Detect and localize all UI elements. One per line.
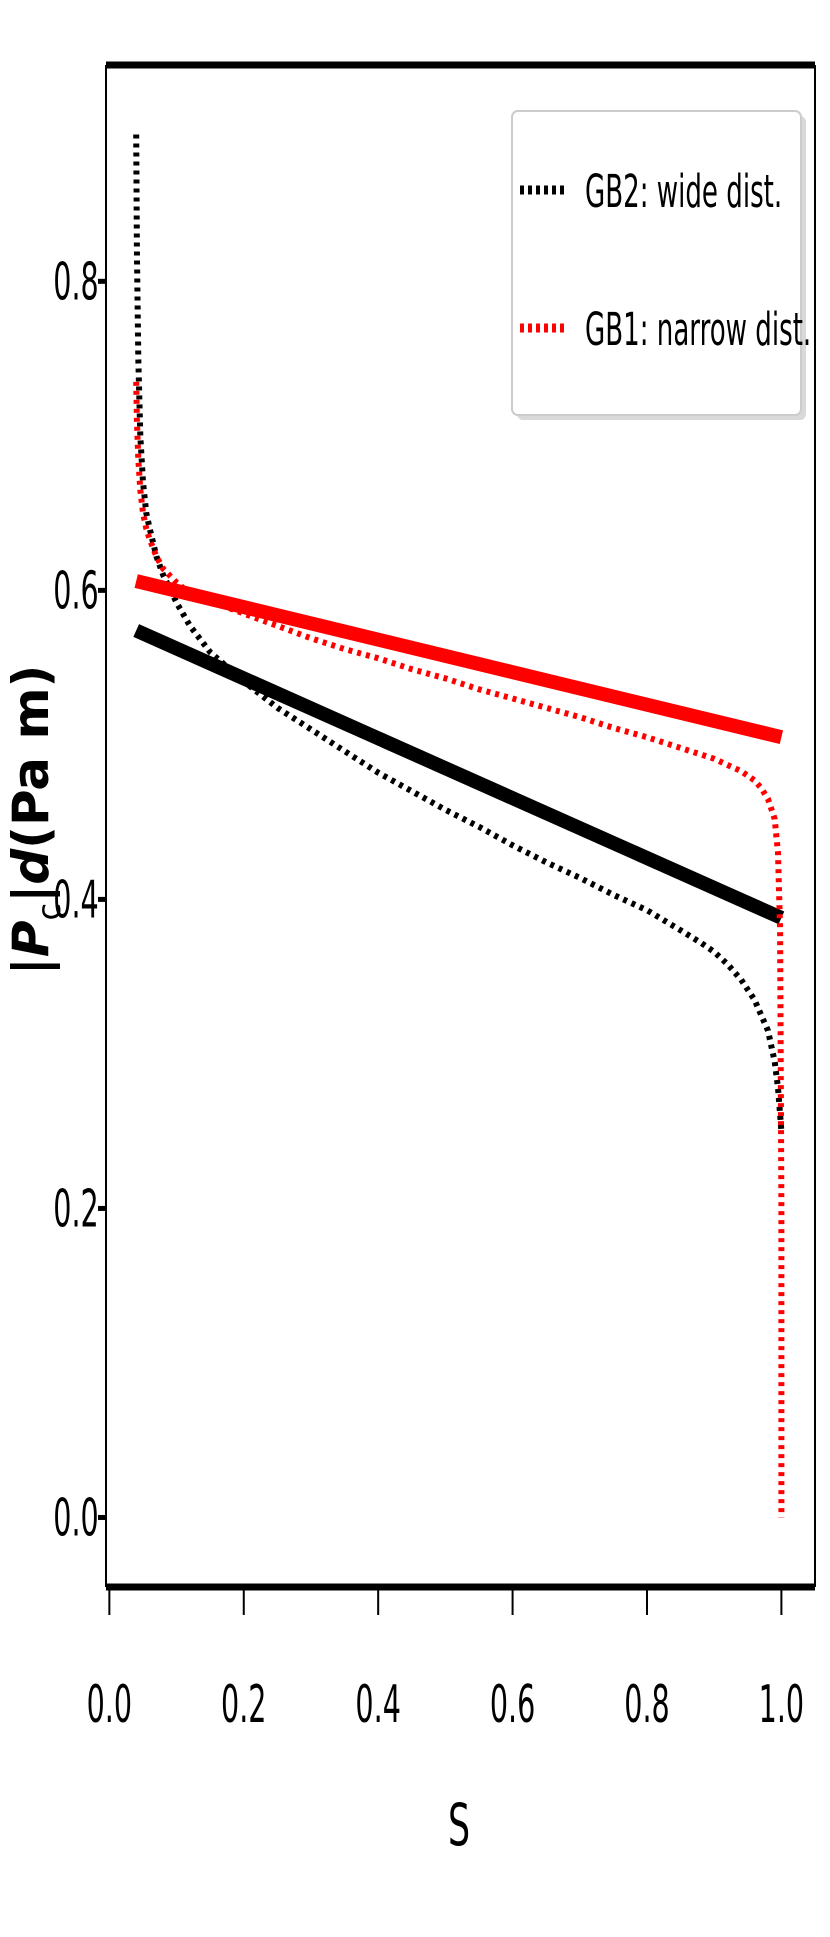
series-line-gb2-fit: [133, 624, 785, 925]
x-axis-label: S: [448, 1793, 470, 1860]
series-layer: [133, 134, 785, 1518]
legend-box: [511, 110, 802, 416]
x-tick-label: 0.6: [490, 1674, 535, 1735]
y-tick-label: 0.2: [53, 1178, 98, 1239]
legend: GB2: wide dist. GB1: narrow dist.: [511, 110, 811, 420]
y-label-subscript: c: [30, 903, 68, 921]
y-tick-label: 0.0: [53, 1487, 98, 1548]
x-tick-label: 1.0: [759, 1674, 804, 1735]
y-axis-ticks: 0.0 0.2 0.4 0.6 0.8: [53, 251, 106, 1548]
legend-label-gb1: GB1: narrow dist.: [585, 303, 811, 356]
y-tick-label: 0.4: [53, 869, 98, 930]
y-label-bar-right: |: [2, 885, 60, 903]
y-label-units: (Pa m): [2, 665, 60, 849]
svg-text:|Pc|d(Pa m): |Pc|d(Pa m): [2, 665, 68, 976]
y-axis-label: |Pc|d(Pa m): [2, 665, 68, 976]
x-tick-label: 0.0: [87, 1674, 132, 1735]
y-label-d: d: [2, 848, 60, 885]
series-line-gb1-narrow-dist: [133, 381, 785, 1518]
x-axis-ticks: 0.0 0.2 0.4 0.6 0.8 1.0: [87, 1587, 804, 1735]
x-tick-label: 0.2: [221, 1674, 266, 1735]
series-line-gb1-fit: [134, 574, 784, 745]
plot-frame: [105, 61, 816, 1591]
y-label-bar-left: |: [2, 957, 60, 975]
x-tick-label: 0.8: [624, 1674, 669, 1735]
y-tick-label: 0.8: [53, 251, 98, 312]
y-label-p: P: [2, 921, 60, 958]
y-tick-label: 0.6: [53, 560, 98, 621]
series-line-gb2-wide-dist: [133, 134, 785, 1132]
legend-label-gb2: GB2: wide dist.: [585, 165, 782, 218]
x-tick-label: 0.4: [355, 1674, 400, 1735]
